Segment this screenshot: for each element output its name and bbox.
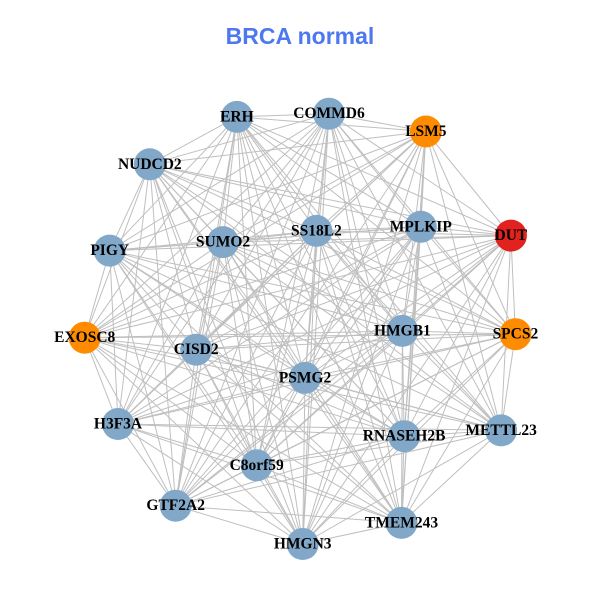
svg-text:H3F3A: H3F3A (94, 416, 143, 433)
svg-text:NUDCD2: NUDCD2 (118, 156, 182, 173)
svg-text:TMEM243: TMEM243 (365, 514, 438, 531)
svg-text:SPCS2: SPCS2 (493, 326, 539, 343)
svg-text:SS18L2: SS18L2 (291, 222, 342, 239)
svg-text:PSMG2: PSMG2 (279, 369, 332, 386)
svg-text:PIGY: PIGY (90, 242, 129, 259)
svg-text:DUT: DUT (495, 227, 528, 244)
svg-text:SUMO2: SUMO2 (196, 234, 251, 251)
svg-text:MPLKIP: MPLKIP (390, 218, 453, 235)
svg-text:EXOSC8: EXOSC8 (54, 329, 115, 346)
svg-text:RNASEH2B: RNASEH2B (363, 428, 446, 445)
svg-text:LSM5: LSM5 (405, 123, 447, 140)
svg-text:HMGN3: HMGN3 (274, 536, 332, 553)
svg-text:COMMD6: COMMD6 (293, 105, 365, 122)
svg-text:GTF2A2: GTF2A2 (146, 497, 205, 514)
svg-text:ERH: ERH (220, 108, 254, 125)
svg-text:METTL23: METTL23 (465, 422, 537, 439)
svg-text:C8orf59: C8orf59 (230, 457, 284, 474)
svg-text:CISD2: CISD2 (174, 341, 219, 358)
svg-text:HMGB1: HMGB1 (374, 322, 431, 339)
